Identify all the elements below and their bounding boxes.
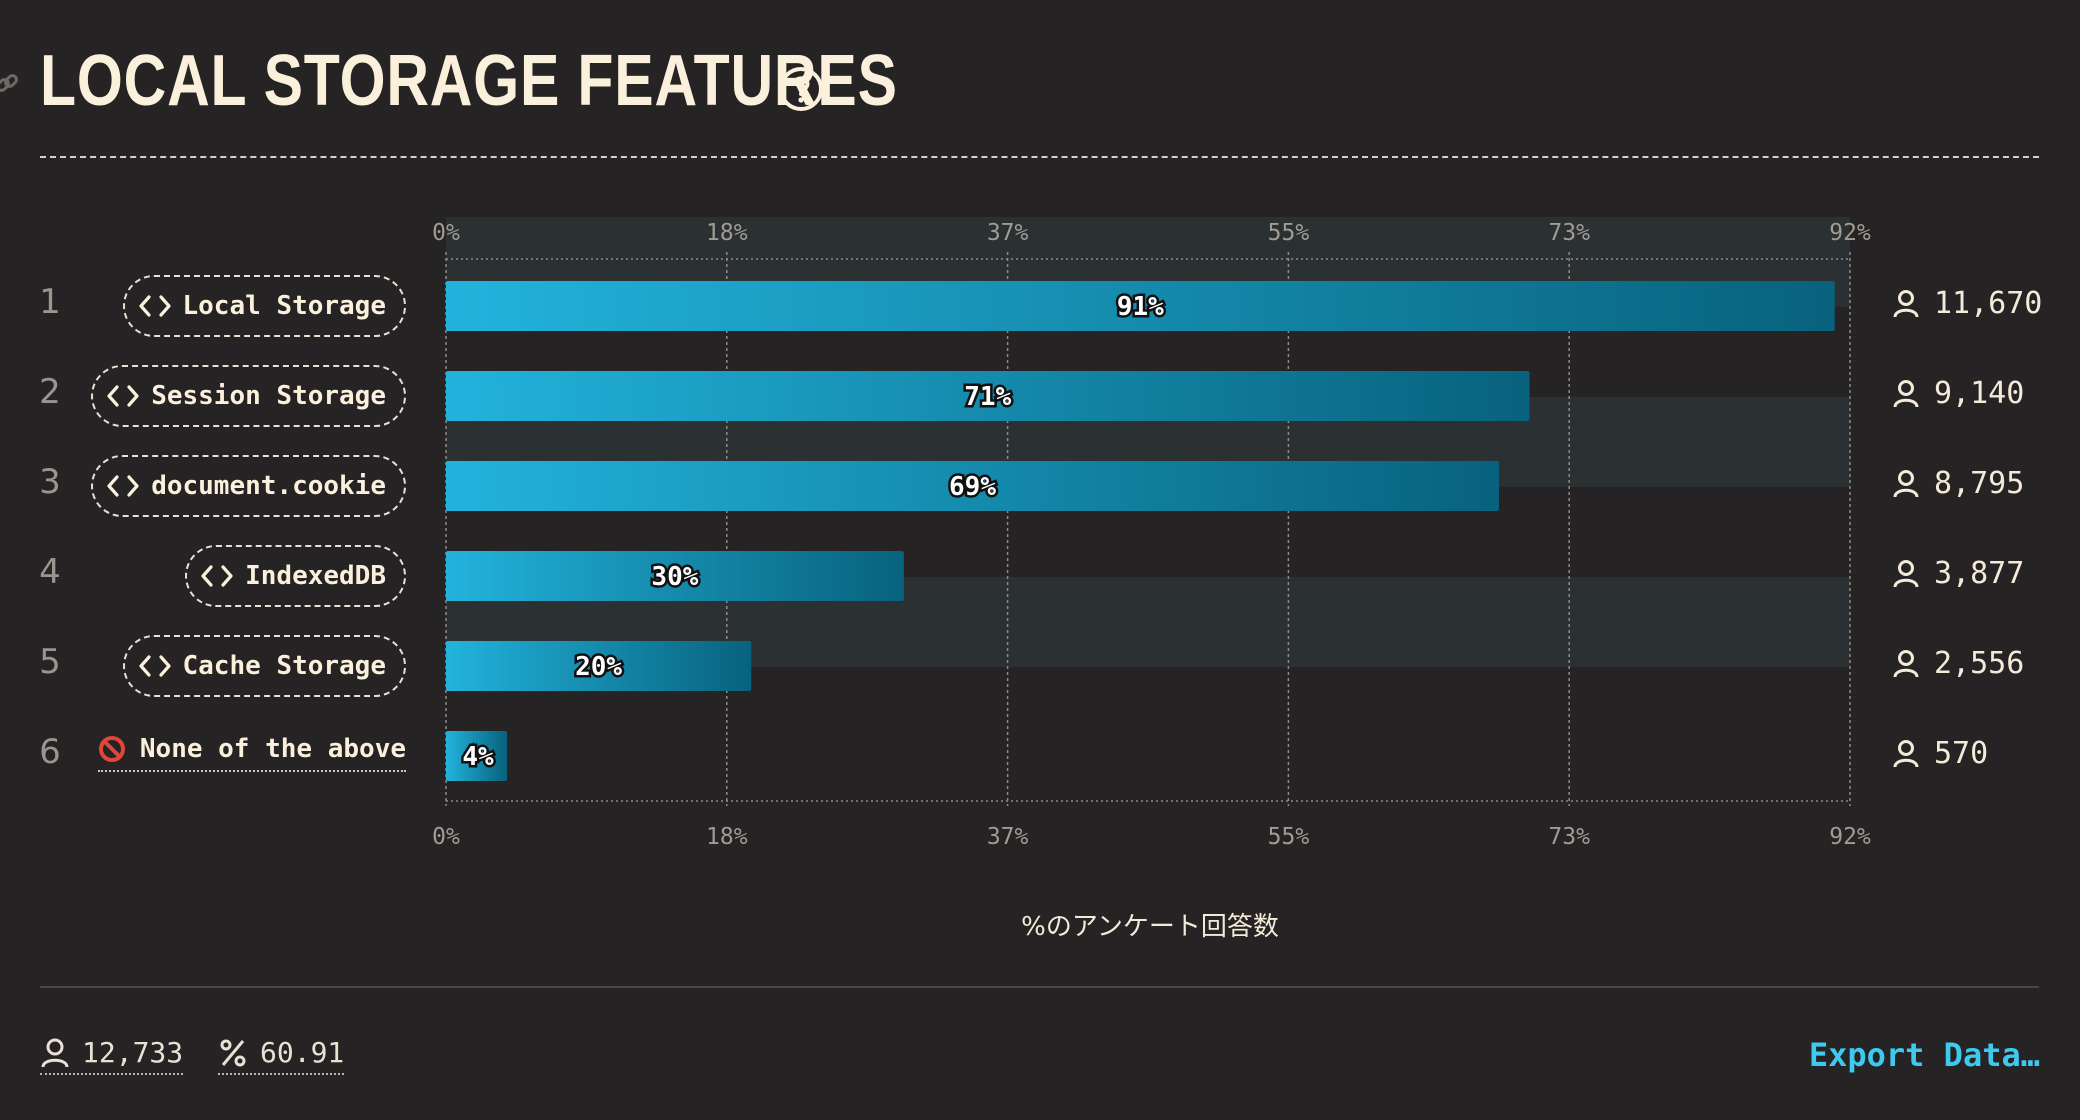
bar [446, 371, 1530, 421]
title-divider [40, 156, 2039, 158]
respondent-count-value: 3,877 [1934, 556, 2025, 591]
code-icon [107, 475, 139, 497]
bar [446, 551, 904, 601]
user-icon [1893, 649, 1919, 677]
feature-label[interactable]: Session Storage [91, 365, 406, 427]
user-icon [1893, 289, 1919, 317]
x-tick-label-bottom: 55% [1268, 824, 1310, 850]
feature-label[interactable]: Cache Storage [122, 635, 406, 697]
bar [446, 461, 1499, 511]
respondent-count: 570 [1892, 736, 1988, 771]
feature-label[interactable]: Local Storage [122, 275, 406, 337]
code-icon [138, 655, 171, 677]
bar [446, 731, 508, 781]
percent-value: 60.91 [260, 1036, 345, 1069]
bar-value-label: 71% [964, 382, 1011, 412]
user-icon [41, 1038, 69, 1067]
page-title: LOCAL STORAGE FEATURES [40, 41, 898, 121]
x-tick-label-bottom: 92% [1829, 824, 1871, 850]
feature-label-text: IndexedDB [245, 561, 386, 591]
respondent-count-value: 2,556 [1934, 646, 2025, 681]
x-tick-label-top: 0% [432, 220, 460, 246]
x-tick-label-top: 73% [1548, 220, 1590, 246]
bar-value-label: 20% [575, 652, 622, 682]
bar-value-label: 69% [949, 472, 996, 502]
x-tick-label-bottom: 18% [706, 824, 748, 850]
feature-label-text: document.cookie [151, 471, 386, 501]
rank-number: 2 [39, 372, 61, 412]
feature-label[interactable]: IndexedDB [185, 545, 406, 607]
bar [446, 641, 752, 691]
bar-value-label: 30% [651, 562, 698, 592]
feature-label[interactable]: document.cookie [91, 455, 406, 517]
feature-label-text: None of the above [139, 734, 406, 764]
rank-number: 1 [39, 282, 61, 322]
x-tick-label-bottom: 73% [1548, 824, 1590, 850]
x-tick-label-top: 55% [1268, 220, 1310, 246]
bar-value-label: 4% [462, 742, 494, 772]
respondent-count-value: 570 [1934, 736, 1989, 771]
respondent-count: 3,877 [1892, 556, 2024, 591]
respondent-count: 2,556 [1892, 646, 2024, 681]
rank-number: 3 [39, 462, 61, 502]
help-icon[interactable] [778, 66, 824, 112]
code-icon [201, 565, 233, 587]
x-tick-label-bottom: 0% [432, 824, 460, 850]
respondent-count-value: 11,670 [1934, 286, 2043, 321]
x-axis-title: %のアンケート回答数 [1021, 912, 1279, 942]
export-data-link[interactable]: Export Data… [1808, 1036, 2040, 1074]
footer-divider [40, 986, 2039, 988]
bar [446, 281, 1835, 331]
percent-icon [220, 1039, 246, 1066]
x-tick-label-top: 18% [706, 220, 748, 246]
respondent-count: 8,795 [1892, 466, 2024, 501]
x-tick-label-top: 37% [987, 220, 1029, 246]
feature-label-text: Local Storage [182, 291, 387, 321]
total-respondents: 12,733 [40, 1036, 184, 1075]
percent-respondents: 60.91 [218, 1036, 345, 1075]
x-tick-label-top: 92% [1829, 220, 1871, 246]
code-icon [138, 295, 171, 317]
respondent-count-value: 8,795 [1934, 466, 2025, 501]
total-respondents-value: 12,733 [82, 1036, 184, 1069]
rank-number: 4 [39, 552, 61, 592]
feature-label-text: Session Storage [151, 381, 386, 411]
link-icon[interactable] [0, 70, 20, 96]
respondent-count-value: 9,140 [1934, 376, 2025, 411]
ban-icon [98, 736, 125, 762]
respondent-count: 11,670 [1892, 286, 2042, 321]
bar-chart: 91% 71% 69% 30% 20% 4% 0% 0% 18% 18% 37% 37% 55% 55%… [432, 217, 1871, 850]
rank-number: 5 [39, 642, 61, 682]
code-icon [107, 385, 139, 407]
bar-value-label: 91% [1117, 292, 1164, 322]
user-icon [1893, 559, 1919, 587]
none-of-the-above-label[interactable]: None of the above [97, 734, 406, 772]
x-tick-label-bottom: 37% [987, 824, 1029, 850]
user-icon [1893, 739, 1919, 767]
user-icon [1893, 469, 1919, 497]
user-icon [1893, 379, 1919, 407]
respondent-count: 9,140 [1892, 376, 2024, 411]
feature-label-text: Cache Storage [182, 651, 387, 681]
rank-number: 6 [39, 732, 61, 772]
